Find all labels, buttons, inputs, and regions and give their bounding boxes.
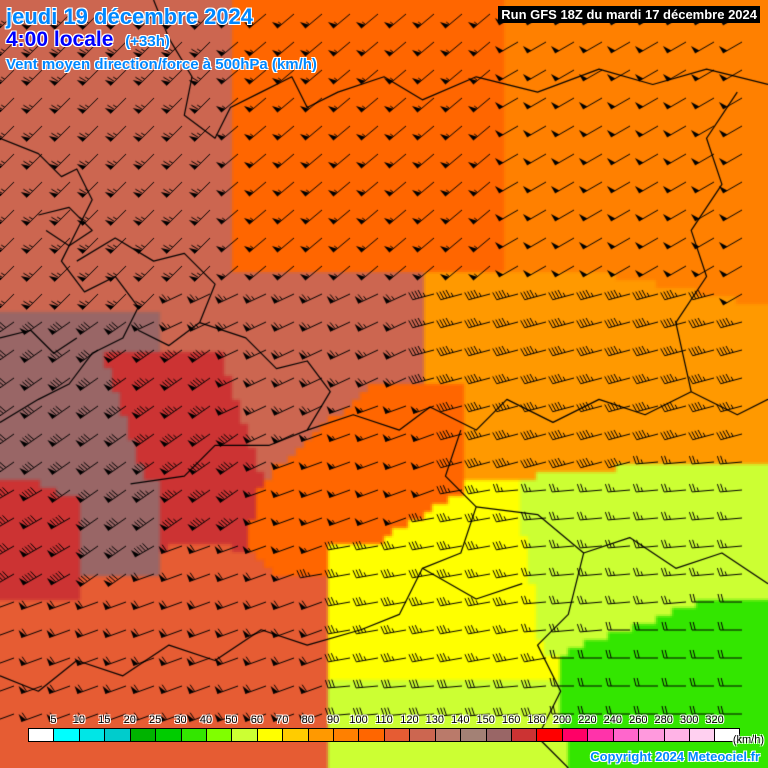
wind-barbs-canvas (0, 0, 768, 768)
weather-map: jeudi 19 décembre 2024 4:00 locale (+33h… (0, 0, 768, 768)
